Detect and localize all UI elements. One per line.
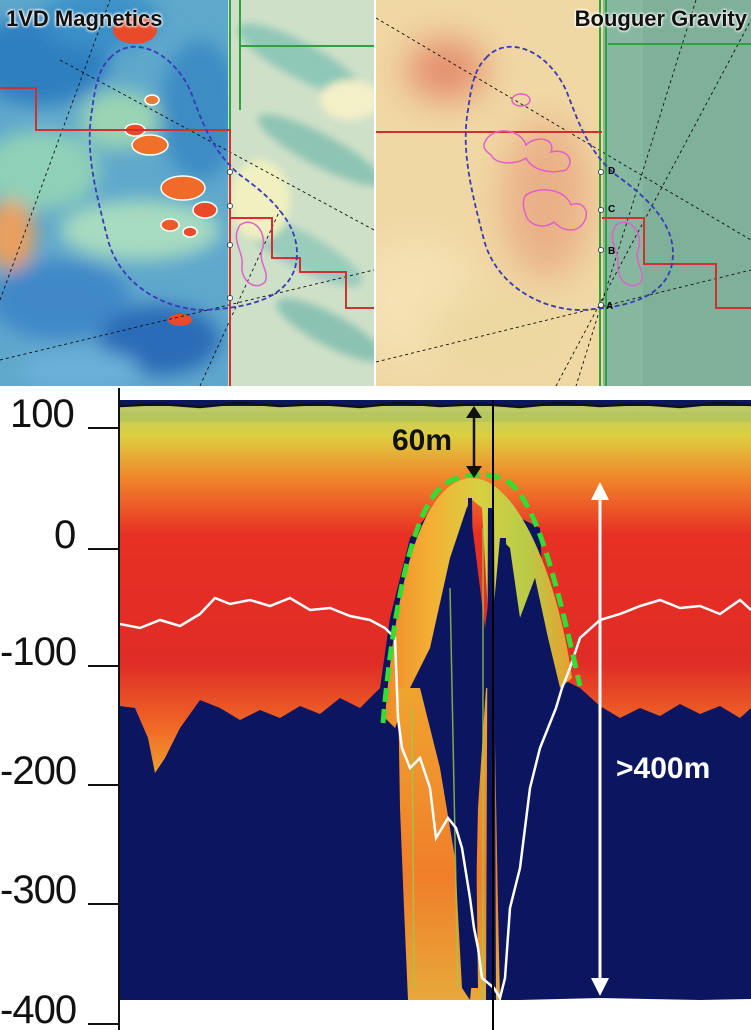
y-tick-label: -100 — [0, 630, 77, 674]
gravity-map-title: Bouguer Gravity — [574, 6, 747, 31]
map-point-label-d: D — [608, 166, 616, 177]
gravity-map-panel: Bouguer Gravity D C B A — [376, 0, 751, 386]
magnetics-map-panel: 1VD Magnetics — [0, 0, 374, 386]
map-point-label-a: A — [606, 301, 614, 312]
inversion-section-panel: 100 0 -100 -200 -300 -400 60m >400m A B … — [0, 388, 751, 1030]
y-tick-label: 0 — [54, 513, 76, 557]
y-tick-label: -300 — [0, 868, 77, 912]
section-point-label-c: C — [515, 1006, 526, 1023]
gravity-map-image — [376, 0, 751, 386]
dome-height-callout: 60m — [392, 424, 453, 457]
section-point-label-a: A — [391, 1006, 402, 1023]
magnetics-map-image — [0, 0, 374, 386]
map-point-label-c: C — [608, 204, 616, 215]
section-point-label-b: B — [456, 1006, 467, 1023]
y-tick-label: -200 — [0, 749, 77, 793]
inversion-section-image — [88, 388, 751, 1030]
y-tick-label: 100 — [10, 392, 75, 436]
y-tick-label: -400 — [0, 988, 77, 1030]
magnetics-map-title: 1VD Magnetics — [6, 6, 163, 31]
depth-extent-callout: >400m — [616, 752, 711, 785]
map-point-label-b: B — [608, 246, 616, 257]
section-point-label-d: D — [558, 1006, 569, 1023]
